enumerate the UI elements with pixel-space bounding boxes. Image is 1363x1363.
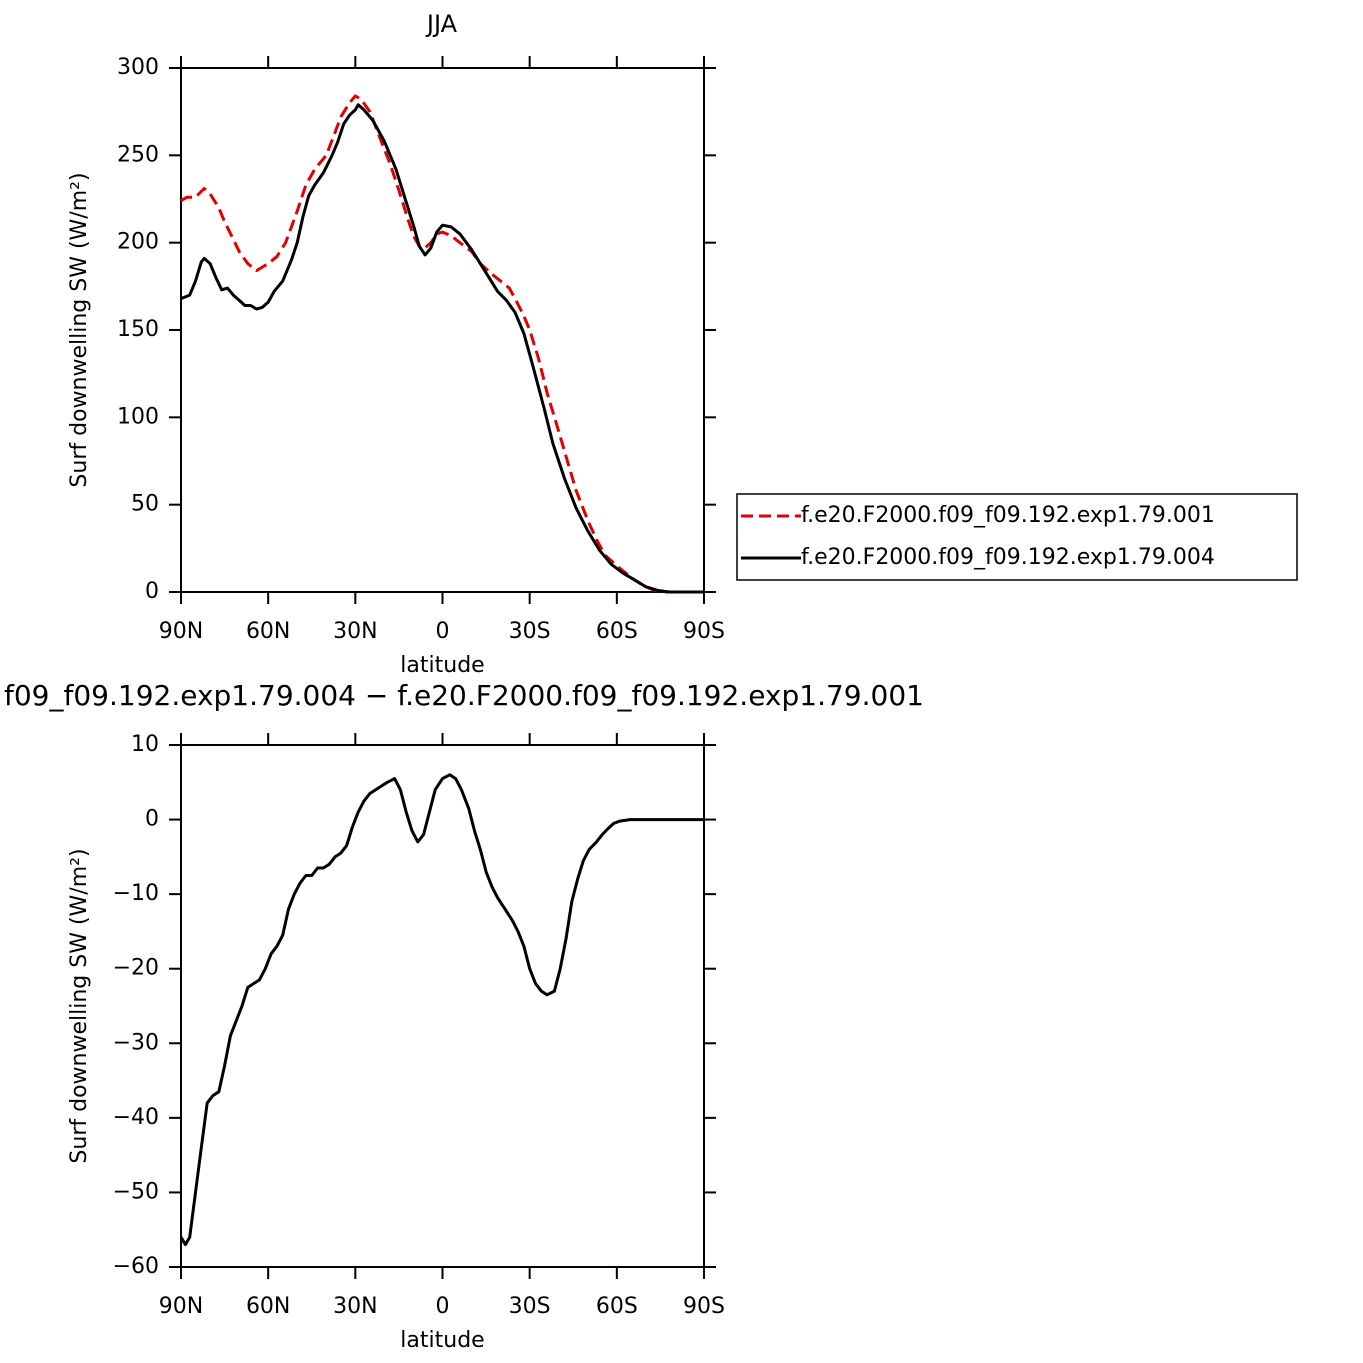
x-axis-label: latitude — [400, 653, 484, 678]
y-tick-label: 50 — [131, 492, 159, 517]
data-line — [179, 773, 704, 1247]
x-axis-label: latitude — [400, 1328, 484, 1353]
y-tick-label: 250 — [117, 142, 159, 167]
x-tick-label: 30N — [333, 1294, 377, 1319]
x-tick-label: 60S — [596, 619, 638, 644]
y-tick-label: −40 — [113, 1105, 159, 1130]
legend-label: f.e20.F2000.f09_f09.192.exp1.79.001 — [801, 503, 1215, 528]
x-tick-label: 0 — [436, 1294, 450, 1319]
y-tick-label: 300 — [117, 55, 159, 80]
data-line — [180, 94, 704, 594]
y-tick-label: −20 — [113, 956, 159, 981]
y-tick-label: 10 — [131, 732, 159, 757]
data-line — [180, 103, 704, 594]
y-axis-label: Surf downwelling SW (W/m²) — [67, 172, 92, 487]
legend-label: f.e20.F2000.f09_f09.192.exp1.79.004 — [801, 545, 1215, 570]
y-tick-label: 100 — [117, 404, 159, 429]
chart-title: f09_f09.192.exp1.79.004 − f.e20.F2000.f0… — [4, 679, 924, 712]
x-tick-label: 60S — [596, 1294, 638, 1319]
x-tick-label: 60N — [246, 619, 290, 644]
x-tick-label: 30S — [509, 1294, 551, 1319]
x-tick-label: 60N — [246, 1294, 290, 1319]
y-tick-label: 200 — [117, 230, 159, 255]
legend-box — [736, 493, 1298, 581]
y-tick-label: −30 — [113, 1030, 159, 1055]
x-tick-label: 0 — [436, 619, 450, 644]
chart-title: JJA — [425, 10, 458, 38]
y-tick-label: 0 — [145, 807, 159, 832]
y-tick-label: 0 — [145, 579, 159, 604]
y-tick-label: −60 — [113, 1254, 159, 1279]
y-tick-label: 150 — [117, 317, 159, 342]
plot-frame — [180, 744, 705, 1268]
x-tick-label: 30S — [509, 619, 551, 644]
x-tick-label: 90N — [159, 619, 203, 644]
x-tick-label: 30N — [333, 619, 377, 644]
x-tick-label: 90N — [159, 1294, 203, 1319]
y-tick-label: −50 — [113, 1179, 159, 1204]
x-tick-label: 90S — [683, 1294, 725, 1319]
plot-frame — [180, 67, 705, 593]
y-tick-label: −10 — [113, 881, 159, 906]
y-axis-label: Surf downwelling SW (W/m²) — [67, 848, 92, 1163]
x-tick-label: 90S — [683, 619, 725, 644]
